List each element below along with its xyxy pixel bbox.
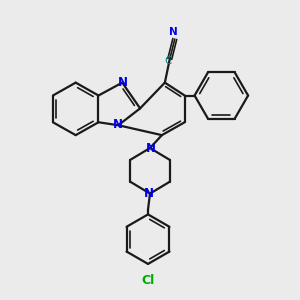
Text: N: N <box>113 118 123 131</box>
Text: N: N <box>146 142 156 154</box>
Text: N: N <box>169 27 178 37</box>
Text: N: N <box>118 76 128 89</box>
Text: C: C <box>164 56 172 66</box>
Text: Cl: Cl <box>141 274 154 287</box>
Text: N: N <box>144 187 154 200</box>
